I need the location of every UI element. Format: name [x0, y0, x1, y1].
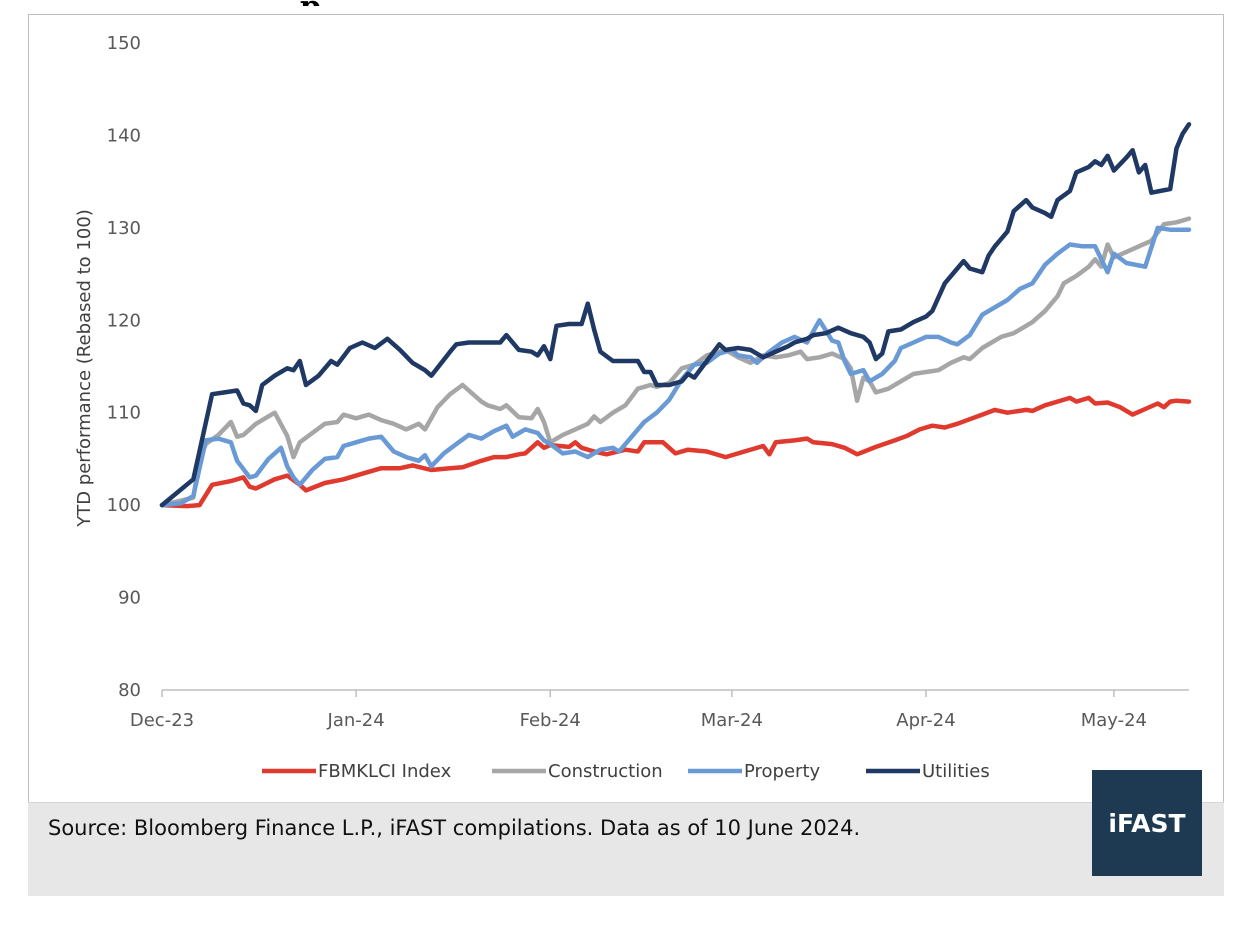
y-tick-label: 120: [107, 310, 141, 331]
clipped-title-fragment: p: [0, 0, 1246, 6]
x-tick-label: Mar-24: [701, 710, 763, 731]
y-tick-label: 90: [118, 588, 141, 609]
chart-frame: [28, 14, 1224, 896]
x-tick-label: Feb-24: [520, 710, 581, 731]
y-tick-label: 110: [107, 403, 141, 424]
y-tick-label: 100: [107, 495, 141, 516]
x-tick-label: Apr-24: [896, 710, 955, 731]
series-line-fbmklci-index: [159, 395, 1192, 509]
legend-label-utilities: Utilities: [922, 761, 990, 782]
y-tick-label: 130: [107, 218, 141, 239]
series-line-property: [159, 225, 1192, 508]
y-tick-label: 150: [107, 33, 141, 54]
legend-label-property: Property: [744, 761, 821, 782]
x-tick-label: May-24: [1081, 710, 1147, 731]
footer-band: [28, 802, 1224, 896]
x-tick-label: Dec-23: [130, 710, 194, 731]
series-line-construction: [159, 216, 1192, 508]
legend-label-construction: Construction: [548, 761, 663, 782]
y-tick-label: 140: [107, 125, 141, 146]
source-note: Source: Bloomberg Finance L.P., iFAST co…: [48, 816, 861, 840]
series-line-utilities: [159, 122, 1192, 508]
ifast-logo: iFAST: [1092, 770, 1202, 876]
y-axis-title: YTD performance (Rebased to 100): [74, 209, 95, 528]
y-tick-label: 80: [118, 680, 141, 701]
x-tick-label: Jan-24: [327, 710, 385, 731]
legend-label-fbmklci-index: FBMKLCI Index: [318, 761, 452, 782]
